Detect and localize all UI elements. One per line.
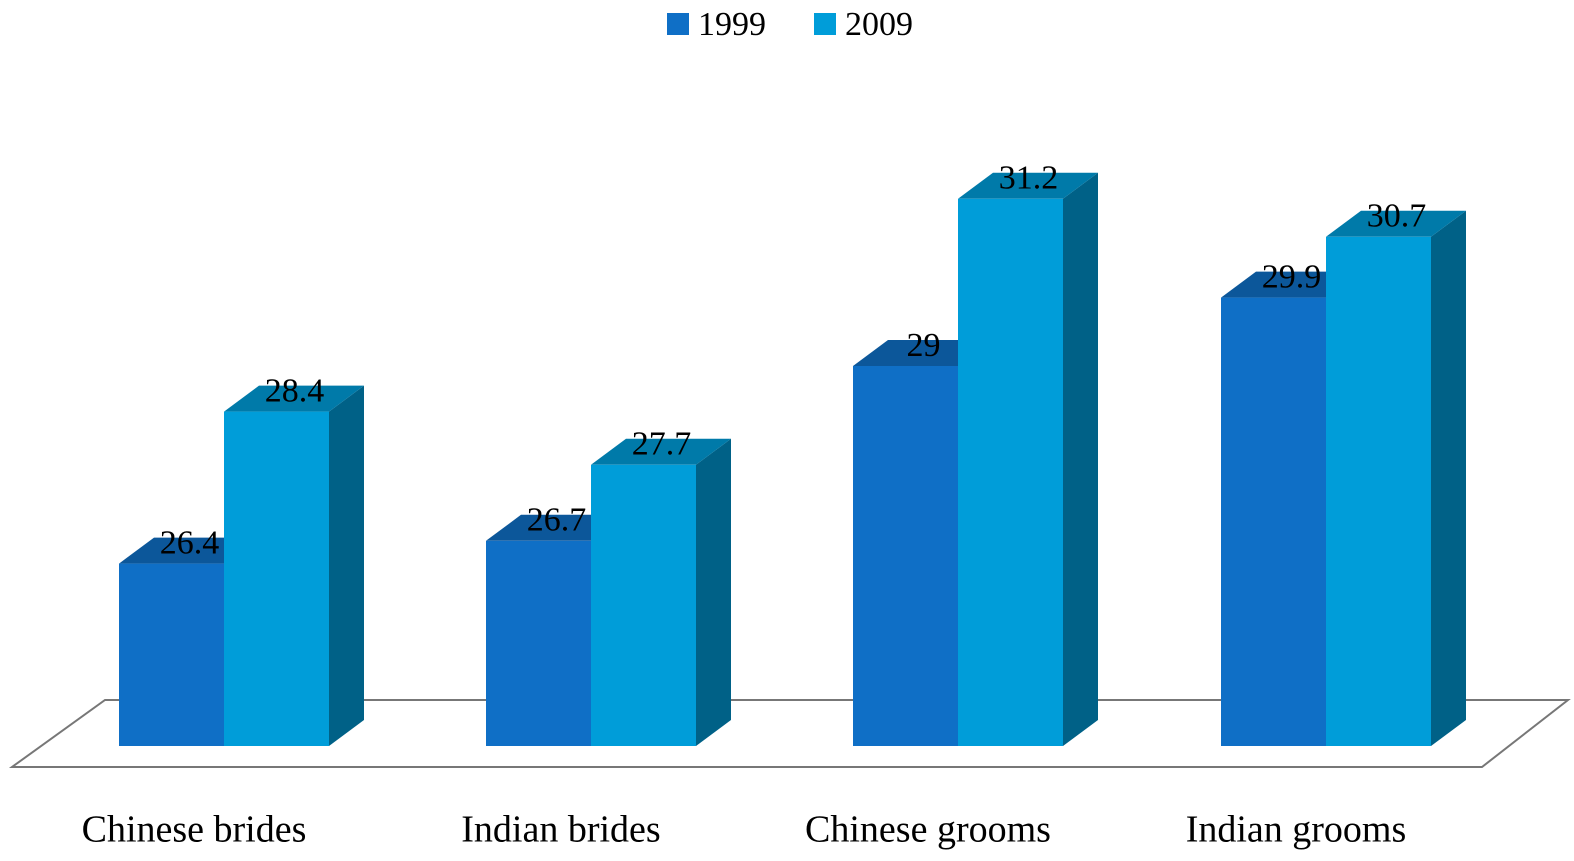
legend-swatch (667, 13, 689, 35)
bar (486, 540, 591, 746)
x-tick-label: Chinese brides (82, 809, 307, 851)
bar-top (224, 385, 364, 412)
legend-label: 2009 (845, 6, 913, 43)
legend-label: 1999 (698, 6, 766, 43)
data-label: 29.9 (1262, 258, 1322, 295)
data-label: 27.7 (632, 426, 692, 463)
floor (8, 699, 1571, 768)
data-label: 26.4 (160, 524, 220, 561)
bar-top (958, 172, 1098, 199)
bar (958, 198, 1063, 747)
bar-side (329, 385, 364, 746)
x-tick-label: Chinese grooms (805, 809, 1051, 851)
bar (1221, 297, 1326, 746)
bar (853, 366, 958, 746)
bar-top (591, 438, 731, 465)
bar (224, 411, 329, 746)
bar-side (1431, 210, 1466, 747)
data-label: 28.4 (265, 372, 325, 409)
data-label: 26.7 (527, 502, 587, 539)
x-tick-label: Indian brides (461, 809, 660, 851)
legend-swatch (814, 13, 836, 35)
data-label: 31.2 (999, 160, 1059, 197)
bar-side (1063, 172, 1098, 747)
x-tick-label: Indian grooms (1186, 809, 1407, 851)
bar (119, 563, 224, 746)
data-label: 29 (907, 327, 941, 364)
bar-top (1326, 210, 1466, 237)
data-label: 30.7 (1367, 198, 1427, 235)
bar (1326, 236, 1431, 747)
bar (591, 464, 696, 746)
bar-side (696, 438, 731, 746)
